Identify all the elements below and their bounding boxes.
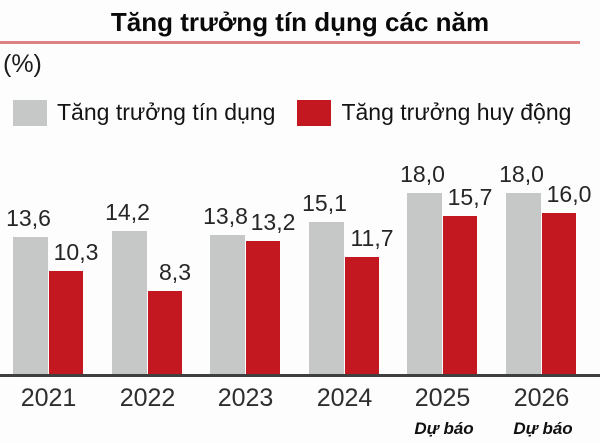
credit-growth-bar xyxy=(506,193,541,374)
credit-growth-bar xyxy=(13,237,48,374)
deposit-growth-value-label: 11,7 xyxy=(350,225,394,251)
plot-area: 13,6 10,3 14,2 8,3 13,8 13,2 15,1 11,7 18,0 15,7 1… xyxy=(6,161,592,374)
x-axis-year-label: 2022 xyxy=(119,384,176,412)
credit-growth-swatch-icon xyxy=(13,99,47,126)
credit-growth-bar xyxy=(309,222,344,374)
deposit-growth-value-label: 10,3 xyxy=(53,239,99,265)
legend-label-credit-growth: Tăng trưởng tín dụng xyxy=(57,99,276,125)
deposit-growth-bar xyxy=(246,241,280,374)
chart-title: Tăng trưởng tín dụng các năm xyxy=(110,7,490,37)
y-axis-unit-label: (%) xyxy=(3,50,42,78)
x-axis-year-label: 2021 xyxy=(20,384,77,412)
x-axis-year-label: 2024 xyxy=(316,384,373,412)
credit-growth-value-label: 14,2 xyxy=(105,199,150,225)
legend-item-credit-growth: Tăng trưởng tín dụng xyxy=(13,99,275,126)
x-axis-year-label: 2025 xyxy=(414,384,471,412)
credit-growth-value-label: 13,8 xyxy=(203,203,248,229)
x-axis-year-label: 2023 xyxy=(217,384,274,412)
credit-growth-bar xyxy=(210,235,245,374)
deposit-growth-swatch-icon xyxy=(297,99,332,126)
deposit-growth-bar xyxy=(443,216,477,374)
legend-item-deposit-growth: Tăng trưởng huy động xyxy=(297,99,571,126)
x-axis-year-label: 2026 xyxy=(513,384,570,412)
deposit-growth-value-label: 13,2 xyxy=(250,209,296,235)
credit-growth-value-label: 18,0 xyxy=(400,161,445,187)
deposit-growth-value-label: 15,7 xyxy=(447,184,493,210)
title-underline xyxy=(0,41,580,44)
deposit-growth-bar xyxy=(148,291,182,374)
deposit-growth-value-label: 8,3 xyxy=(159,259,191,285)
deposit-growth-bar xyxy=(345,257,379,374)
deposit-growth-bar xyxy=(49,271,83,374)
credit-growth-value-label: 15,1 xyxy=(302,190,347,216)
credit-growth-bar xyxy=(407,193,442,374)
deposit-growth-bar xyxy=(542,213,576,374)
deposit-growth-value-label: 16,0 xyxy=(546,181,592,207)
forecast-note-label: Dự báo xyxy=(513,419,573,438)
legend: Tăng trưởng tín dụng Tăng trưởng huy độn… xyxy=(13,99,571,126)
credit-growth-value-label: 18,0 xyxy=(499,161,544,187)
credit-growth-value-label: 13,6 xyxy=(6,205,51,231)
forecast-note-label: Dự báo xyxy=(414,419,474,438)
x-axis-line xyxy=(0,374,600,377)
legend-label-deposit-growth: Tăng trưởng huy động xyxy=(341,99,572,125)
credit-growth-bar xyxy=(112,231,147,374)
